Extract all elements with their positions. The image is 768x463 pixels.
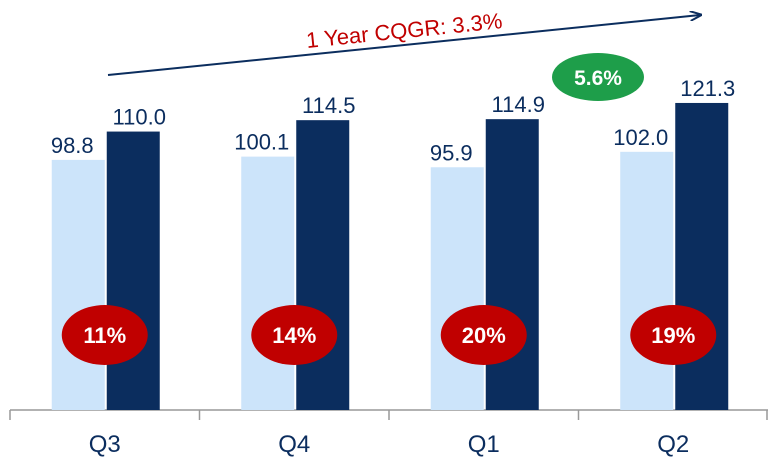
value-label: 114.5 (302, 93, 355, 118)
value-label: 95.9 (430, 140, 473, 165)
bar (430, 167, 484, 410)
growth-badge (552, 53, 644, 101)
value-label: 100.1 (234, 130, 289, 155)
trend-arrow (107, 15, 700, 76)
value-label: 110.0 (113, 105, 166, 130)
value-label: 121.3 (680, 76, 735, 101)
x-tick-label: Q4 (278, 431, 310, 458)
value-label: 102.0 (613, 125, 668, 150)
badge (251, 305, 338, 365)
bar (620, 151, 674, 410)
x-tick-label: Q3 (89, 431, 121, 458)
bar (106, 131, 160, 410)
bar (485, 119, 539, 411)
value-label: 114.9 (492, 92, 545, 117)
x-tick-label: Q1 (468, 431, 500, 458)
bar (296, 120, 350, 410)
growth-label: 5.6% (574, 67, 622, 90)
trend-label: 1 Year CQGR: 3.3% (305, 8, 503, 53)
badge (630, 305, 717, 365)
badge-label: 20% (462, 323, 506, 348)
badge-label: 14% (272, 323, 316, 348)
badge-label: 11% (83, 323, 126, 348)
badge (61, 305, 148, 365)
bar (241, 156, 295, 410)
value-label: 98.8 (51, 133, 94, 158)
badge-label: 19% (651, 323, 695, 348)
x-tick-label: Q2 (657, 431, 689, 458)
bar (51, 159, 105, 410)
badge (440, 305, 527, 365)
